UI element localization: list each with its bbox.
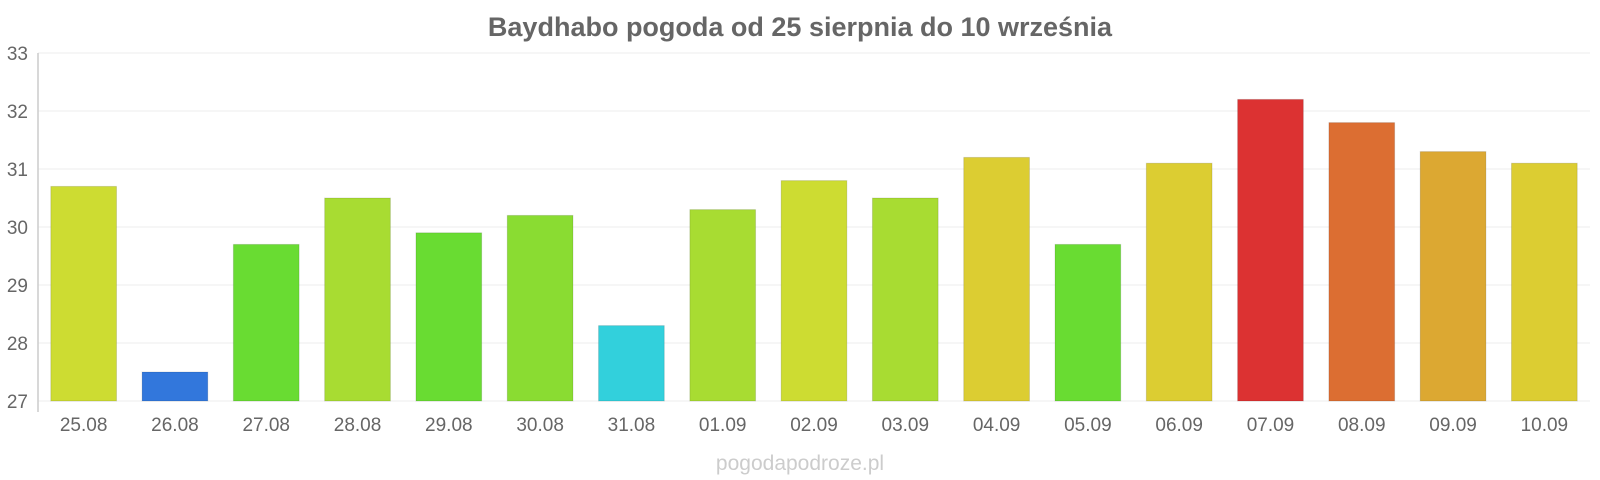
- bar-05.09: [1054, 243, 1122, 402]
- x-tick-label: 01.09: [699, 415, 747, 436]
- bar-30.08: [506, 214, 574, 402]
- bar-01.09: [689, 209, 757, 402]
- bar-03.09: [871, 197, 939, 402]
- bar-10.09: [1510, 162, 1578, 402]
- bar-26.08: [141, 371, 209, 402]
- bar-27.08: [232, 243, 300, 402]
- y-tick-label: 33: [7, 44, 28, 65]
- x-tick-label: 05.09: [1064, 415, 1112, 436]
- bars: [50, 98, 1578, 402]
- x-tick-label: 03.09: [882, 415, 930, 436]
- bar-08.09: [1328, 122, 1396, 402]
- bar-28.08: [324, 197, 391, 402]
- x-tick-label: 26.08: [151, 415, 199, 436]
- bar-02.09: [780, 180, 848, 402]
- x-tick-label: 06.09: [1155, 415, 1203, 436]
- x-tick-label: 29.08: [425, 415, 473, 436]
- x-tick-label: 27.08: [242, 415, 290, 436]
- chart-title: Baydhabo pogoda od 25 sierpnia do 10 wrz…: [488, 12, 1113, 42]
- x-tick-label: 08.09: [1338, 415, 1386, 436]
- x-tick-label: 07.09: [1247, 415, 1295, 436]
- x-tick-label: 28.08: [334, 415, 382, 436]
- x-tick-label: 10.09: [1521, 415, 1569, 436]
- bar-07.09: [1237, 98, 1304, 402]
- y-tick-label: 28: [7, 334, 28, 355]
- bar-29.08: [415, 232, 483, 402]
- y-tick-label: 30: [7, 218, 28, 239]
- bar-06.09: [1145, 162, 1213, 402]
- site-credit: pogodapodroze.pl: [716, 452, 884, 475]
- x-axis-ticks: 25.08 26.08 27.08 28.08 29.08 30.08 31.08 01.09…: [60, 415, 1568, 436]
- x-tick-label: 04.09: [973, 415, 1021, 436]
- y-tick-label: 29: [7, 276, 28, 297]
- x-tick-label: 09.09: [1429, 415, 1477, 436]
- x-tick-label: 31.08: [608, 415, 656, 436]
- y-tick-label: 27: [7, 392, 28, 413]
- y-tick-label: 32: [7, 102, 28, 123]
- bar-25.08: [50, 185, 118, 402]
- y-axis-ticks: 27 28 29 30 31 32 33: [7, 44, 28, 413]
- y-tick-label: 31: [7, 160, 28, 181]
- x-tick-label: 25.08: [60, 415, 108, 436]
- x-tick-label: 02.09: [790, 415, 838, 436]
- bar-31.08: [598, 325, 665, 402]
- bar-09.09: [1419, 151, 1487, 402]
- bar-04.09: [963, 156, 1030, 402]
- x-tick-label: 30.08: [516, 415, 564, 436]
